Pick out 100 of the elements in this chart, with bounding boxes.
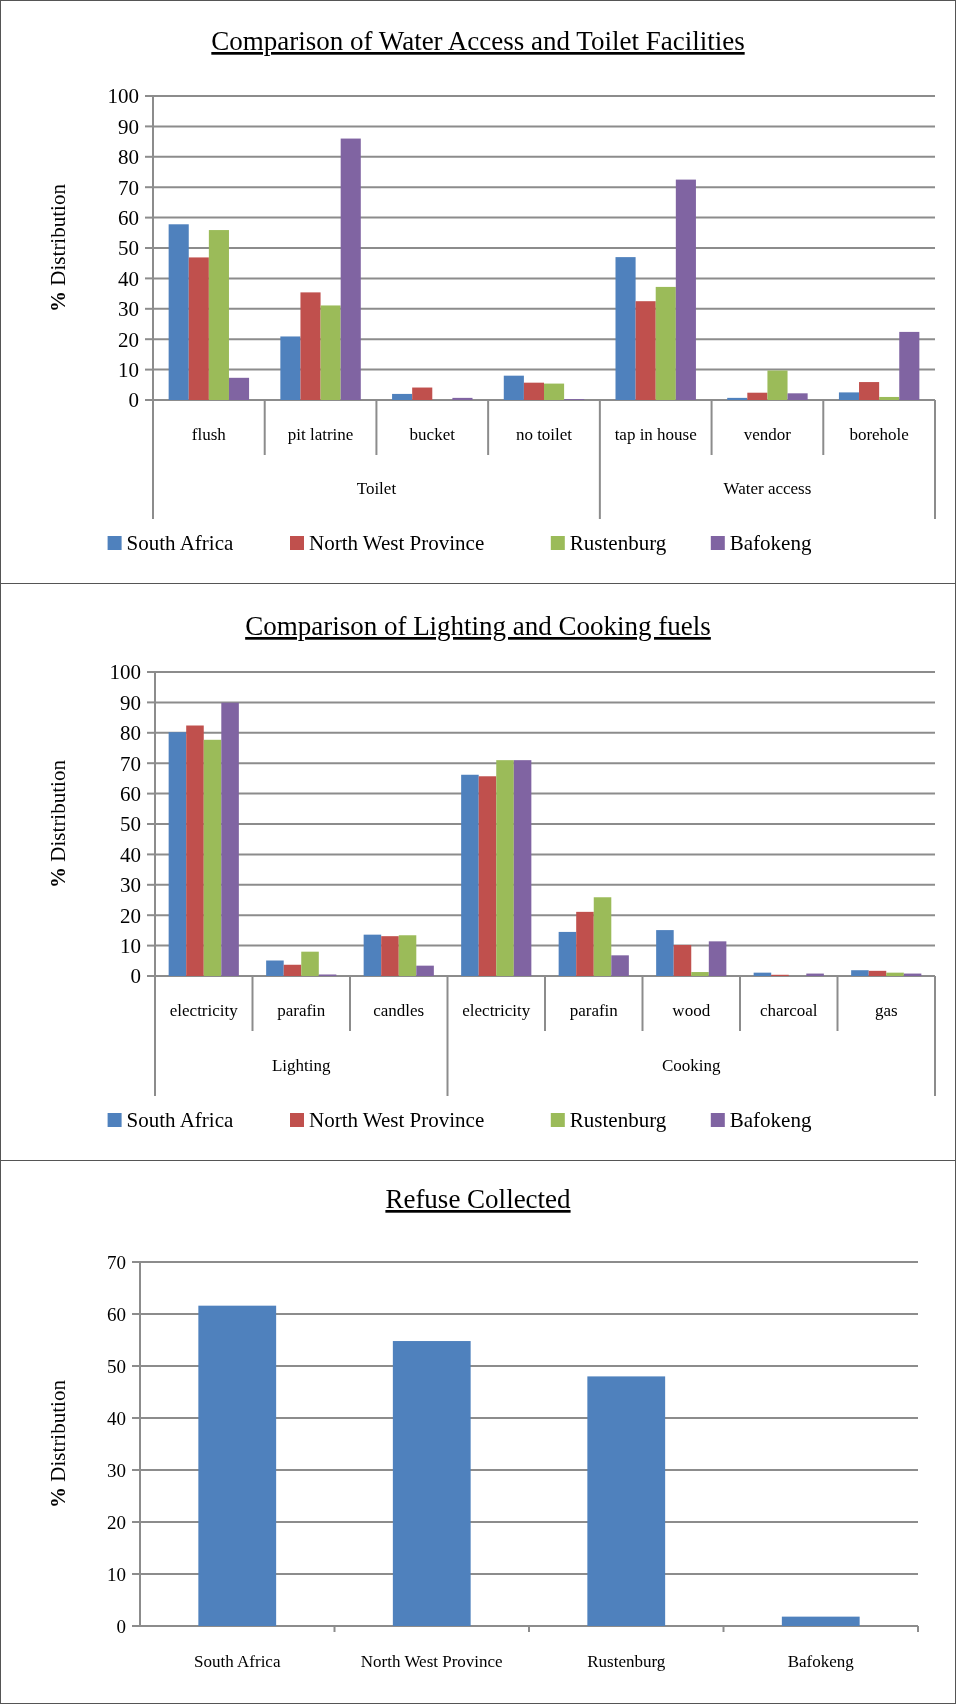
bar: [381, 936, 399, 976]
y-tick-label: 40: [120, 842, 141, 867]
bar: [656, 930, 674, 976]
bar: [461, 774, 479, 976]
y-tick-label: 20: [120, 903, 141, 928]
legend-label: Bafokeng: [729, 531, 812, 555]
y-tick-label: 50: [120, 812, 141, 837]
bar: [340, 138, 361, 400]
bar: [838, 392, 860, 400]
bar: [787, 393, 808, 400]
bar: [859, 382, 880, 400]
x-tick-label: vendor: [743, 425, 792, 444]
y-tick-label: 10: [107, 1563, 126, 1585]
x-tick-label: electricity: [462, 1001, 531, 1020]
bar: [899, 331, 920, 400]
bar: [412, 387, 433, 400]
y-tick-label: 20: [118, 327, 139, 352]
x-tick-label: pit latrine: [287, 425, 354, 444]
y-tick-label: 30: [120, 873, 141, 898]
y-axis-title: % Distribution: [46, 1379, 70, 1508]
bar: [886, 972, 904, 976]
bar: [544, 383, 565, 400]
bar: [283, 964, 302, 976]
bar: [228, 377, 250, 400]
bar: [221, 702, 239, 976]
x-tick-label: bucket: [409, 425, 456, 444]
bar: [280, 336, 301, 400]
y-tick-label: 70: [120, 751, 141, 776]
bar: [558, 931, 577, 976]
bar: [452, 397, 473, 400]
bar: [266, 960, 284, 976]
bar: [416, 965, 434, 976]
bar: [398, 935, 417, 976]
y-tick-label: 0: [116, 1615, 126, 1637]
bar: [675, 179, 696, 400]
y-tick-label: 10: [118, 357, 139, 382]
legend-label: Rustenburg: [569, 531, 667, 555]
bar: [727, 397, 748, 400]
bar: [301, 951, 319, 976]
y-tick-label: 0: [128, 388, 139, 413]
y-tick-label: 100: [107, 84, 139, 109]
y-tick-label: 70: [118, 175, 139, 200]
legend-label: Bafokeng: [729, 1108, 812, 1132]
legend-label: South Africa: [126, 531, 235, 555]
y-tick-label: 80: [118, 145, 139, 170]
bar: [168, 224, 189, 400]
y-tick-label: 70: [107, 1251, 126, 1273]
bar: [496, 760, 514, 976]
y-tick-label: 80: [120, 721, 141, 746]
x-tick-label: Rustenburg: [587, 1652, 666, 1671]
bar: [576, 911, 594, 976]
bar: [523, 382, 544, 400]
y-axis-title: % Distribution: [46, 759, 70, 888]
chart-title: Comparison of Lighting and Cooking fuels: [245, 611, 711, 641]
x-tick-label: parafin: [277, 1001, 326, 1020]
bar: [655, 286, 676, 400]
text: Lighting: [271, 1056, 332, 1075]
y-tick-label: 90: [120, 690, 141, 715]
x-tick-label: charcoal: [759, 1001, 818, 1020]
bar: [781, 1616, 860, 1626]
y-tick-label: 20: [107, 1511, 126, 1533]
y-tick-label: 40: [107, 1407, 126, 1429]
bar: [363, 934, 382, 976]
y-tick-label: 50: [107, 1355, 126, 1377]
bar: [747, 392, 768, 400]
y-tick-label: 60: [118, 205, 139, 230]
x-tick-label: candles: [373, 1001, 425, 1020]
y-tick-label: 90: [118, 114, 139, 139]
y-tick-label: 30: [107, 1459, 126, 1481]
bar: [708, 941, 727, 976]
bar: [478, 776, 497, 976]
bar: [208, 230, 229, 400]
bar: [851, 970, 869, 976]
bar: [691, 972, 709, 976]
y-tick-label: 10: [120, 933, 141, 958]
x-tick-label: wood: [672, 1001, 711, 1020]
y-tick-label: 60: [120, 781, 141, 806]
x-tick-label: parafin: [569, 1001, 619, 1020]
legend-label: Rustenburg: [569, 1108, 667, 1132]
x-tick-label: no toilet: [515, 425, 573, 444]
x-tick-label: South Africa: [194, 1652, 281, 1671]
bar: [503, 375, 524, 400]
bar: [615, 257, 636, 400]
bar: [186, 725, 204, 976]
x-tick-label: North West Province: [360, 1652, 503, 1671]
bar: [673, 944, 692, 976]
y-tick-label: 100: [109, 660, 141, 685]
y-tick-label: 50: [118, 236, 139, 261]
x-tick-label: Bafokeng: [787, 1652, 855, 1671]
bar: [203, 739, 222, 976]
text: Cooking: [661, 1056, 722, 1075]
bar: [513, 760, 532, 976]
bar: [879, 396, 900, 400]
y-tick-label: 30: [118, 297, 139, 322]
bar: [168, 732, 187, 976]
bar: [320, 305, 341, 400]
text: Toilet: [356, 479, 397, 498]
y-tick-label: 0: [130, 964, 141, 989]
x-tick-label: flush: [191, 425, 227, 444]
bar: [635, 301, 656, 400]
